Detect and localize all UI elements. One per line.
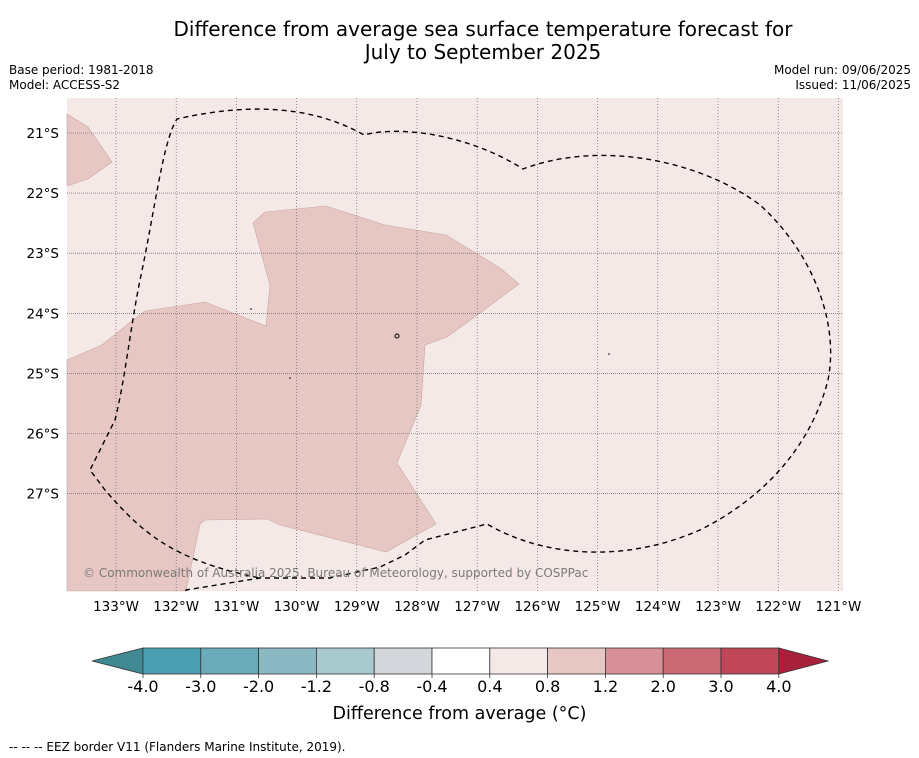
colorbar-segment [142,647,202,675]
colorbar-tick-label: 2.0 [650,677,675,696]
title-line-1: Difference from average sea surface temp… [173,17,793,41]
longitude-label: 122°W [755,599,801,615]
longitude-label: 133°W [93,599,139,615]
island-marker [250,308,252,310]
chart-title: Difference from average sea surface temp… [130,18,836,64]
longitude-label: 128°W [394,599,440,615]
model-run-text: Model run: 09/06/2025 [773,63,911,77]
meta-left: Base period: 1981-2018 Model: ACCESS-S2 [9,63,154,93]
colorbar-tick-label: -4.0 [127,677,158,696]
island-marker [394,333,400,339]
island-marker [608,353,610,355]
longitude-label: 126°W [514,599,560,615]
colorbar-tick-label: -3.0 [185,677,216,696]
colorbar-segment [605,647,664,675]
colorbar-tick-label: -2.0 [243,677,274,696]
colorbar-segment [315,647,375,675]
colorbar-segment [431,647,491,675]
colorbar [91,647,830,675]
colorbar-tick-label: 3.0 [708,677,733,696]
eez-footnote: -- -- -- EEZ border V11 (Flanders Marine… [9,740,346,754]
colorbar-tick-label: -0.8 [359,677,390,696]
grid-lines [67,98,843,591]
longitude-label: 125°W [575,599,621,615]
issued-text: Issued: 11/06/2025 [795,78,911,92]
model-text: Model: ACCESS-S2 [9,78,121,92]
longitude-label: 127°W [454,599,500,615]
colorbar-segment [720,647,780,675]
latitude-label: 24°S [27,306,60,322]
longitude-label: 124°W [635,599,681,615]
colorbar-tick-labels: -4.0 -3.0 -2.0 -1.2 -0.8 -0.4 0.4 0.8 1.2 2.0 3.0 4… [127,674,792,696]
anomaly-region-main [66,205,520,592]
latitude-labels: 21°S 22°S 23°S 24°S 25°S 26°S 27°S [27,126,60,503]
colorbar-tick-label: 1.2 [593,677,618,696]
colorbar-tick-label: -1.2 [301,677,332,696]
colorbar-segment [373,647,433,675]
colorbar-segment [547,647,606,675]
eez-border [89,108,832,591]
meta-right: Model run: 09/06/2025 Issued: 11/06/2025 [774,63,911,93]
base-period-text: Base period: 1981-2018 [9,63,154,77]
colorbar-segment [489,647,548,675]
colorbar-tick-label: 4.0 [766,677,791,696]
colorbar-title: Difference from average (°C) [332,704,587,724]
colorbar-tick-label: 0.8 [535,677,560,696]
anomaly-region-northwest [66,113,113,187]
longitude-label: 131°W [213,599,259,615]
colorbar-tick-label: 0.4 [477,677,502,696]
colorbar-tick-label: -0.4 [416,677,447,696]
latitude-label: 26°S [27,427,60,443]
longitude-labels: 133°W 132°W 131°W 130°W 129°W 128°W 127°W 126°W… [93,599,861,615]
longitude-label: 121°W [815,599,861,615]
colorbar-segment [200,647,260,675]
colorbar-segment [258,647,317,675]
longitude-label: 130°W [274,599,320,615]
latitude-label: 27°S [27,487,60,503]
longitude-label: 132°W [153,599,199,615]
island-marker [289,377,291,379]
title-line-2: July to September 2025 [364,40,602,64]
longitude-label: 123°W [695,599,741,615]
longitude-label: 129°W [334,599,380,615]
latitude-label: 22°S [27,186,60,202]
colorbar-segment [662,647,722,675]
colorbar-extend-low [91,647,144,675]
colorbar-extend-high [778,647,830,675]
latitude-label: 21°S [27,126,60,142]
copyright-text: © Commonwealth of Australia 2025, Bureau… [83,566,588,580]
latitude-label: 23°S [27,246,60,262]
latitude-label: 25°S [27,366,60,382]
